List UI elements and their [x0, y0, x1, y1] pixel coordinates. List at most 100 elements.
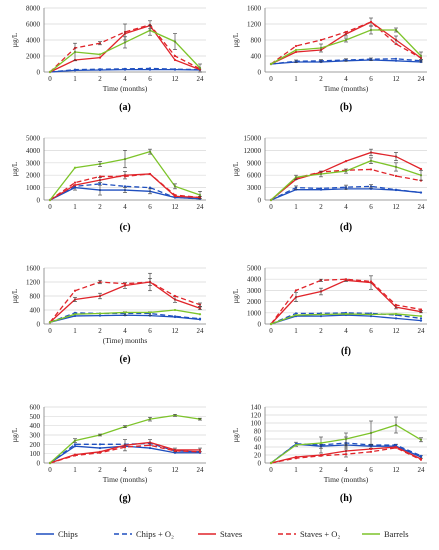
x-tick-label: 1: [73, 327, 77, 335]
y-tick-label: 12000: [244, 147, 262, 155]
x-tick-label: 1: [294, 75, 298, 83]
data-point-barrels: [319, 441, 323, 445]
y-tick-label: 100: [30, 450, 41, 458]
legend-label: Chips + O₂: [136, 529, 174, 539]
data-point-barrels: [269, 461, 273, 465]
series-barrels: [48, 148, 202, 202]
x-tick-label: 6: [369, 466, 373, 474]
series-line-stavesO2: [270, 168, 422, 201]
x-tick-label: 4: [344, 203, 348, 211]
x-tick-label: 24: [197, 466, 205, 474]
x-tick-label: 12: [172, 466, 180, 474]
data-point-chipsO2: [148, 186, 152, 189]
data-point-barrels: [173, 308, 177, 312]
data-point-chipsO2: [98, 182, 102, 185]
data-point-chips: [148, 446, 152, 450]
data-point-chipsO2: [173, 315, 177, 318]
x-tick-label: 6: [148, 327, 152, 335]
data-point-barrels: [48, 198, 52, 202]
y-axis-label: µg/L: [231, 427, 240, 442]
x-tick-label: 4: [123, 75, 127, 83]
series-barrels: [48, 25, 202, 74]
data-point-staves: [344, 160, 348, 163]
data-point-chips: [319, 315, 323, 318]
data-point-stavesO2: [173, 449, 177, 452]
data-point-barrels: [294, 313, 298, 317]
x-tick-label: 6: [369, 327, 373, 335]
y-tick-label: 0: [37, 69, 41, 77]
y-axis-label: µg/L: [10, 32, 19, 47]
data-point-stavesO2: [173, 294, 177, 298]
data-point-stavesO2: [319, 38, 323, 42]
y-tick-label: 800: [30, 293, 41, 301]
data-point-barrels: [344, 312, 348, 316]
data-point-stavesO2: [344, 278, 348, 281]
y-tick-label: 1600: [26, 265, 41, 273]
data-point-barrels: [198, 313, 202, 316]
data-point-chipsO2: [148, 67, 152, 70]
x-tick-label: 0: [269, 466, 273, 474]
legend: Chips Chips + O₂ Staves Staves + O₂ Barrels: [36, 529, 409, 539]
panel-label: (b): [340, 102, 352, 113]
y-tick-label: 80: [254, 428, 262, 436]
data-point-staves: [369, 447, 373, 451]
x-axis-label: Time (months): [324, 84, 369, 93]
y-axis-label: µg/L: [10, 288, 19, 303]
data-point-stavesO2: [148, 444, 152, 447]
x-tick-label: 24: [197, 327, 205, 335]
x-tick-label: 4: [123, 327, 127, 335]
x-tick-label: 0: [48, 327, 52, 335]
data-point-stavesO2: [98, 451, 102, 454]
data-point-stavesO2: [369, 168, 373, 171]
data-point-staves: [173, 58, 177, 62]
panel-label: (c): [119, 222, 130, 233]
data-point-chipsO2: [394, 57, 398, 60]
legend-label: Staves: [220, 529, 242, 539]
data-point-stavesO2: [198, 450, 202, 453]
data-point-chips: [173, 451, 177, 454]
x-tick-label: 0: [269, 75, 273, 83]
y-tick-label: 0: [37, 197, 41, 205]
x-tick-label: 4: [344, 327, 348, 335]
x-axis-label: Time (months): [103, 84, 148, 93]
x-tick-label: 6: [148, 466, 152, 474]
data-point-stavesO2: [123, 175, 127, 178]
y-tick-label: 600: [30, 404, 41, 412]
data-point-barrels: [48, 70, 52, 74]
data-point-stavesO2: [98, 175, 102, 178]
data-point-chipsO2: [123, 67, 127, 70]
y-tick-label: 0: [258, 460, 262, 468]
x-tick-label: 4: [344, 75, 348, 83]
x-tick-label: 1: [294, 203, 298, 211]
panel-label: (d): [340, 222, 352, 233]
legend-item-chips: Chips: [36, 529, 78, 539]
data-point-chips: [369, 315, 373, 318]
legend-label: Chips: [58, 529, 78, 539]
legend-item-stavesO2: Staves + O₂: [278, 529, 340, 539]
y-tick-label: 8000: [26, 5, 41, 13]
legend-item-chipsO2: Chips + O₂: [114, 529, 174, 539]
x-tick-label: 0: [269, 327, 273, 335]
y-tick-label: 6000: [247, 172, 262, 180]
y-tick-label: 0: [258, 69, 262, 77]
x-tick-label: 24: [418, 466, 426, 474]
y-tick-label: 100: [251, 420, 262, 428]
x-tick-label: 12: [393, 75, 401, 83]
data-point-stavesO2: [394, 303, 398, 307]
x-tick-label: 12: [172, 203, 180, 211]
data-point-chipsO2: [294, 312, 298, 315]
data-point-stavesO2: [369, 20, 373, 24]
data-point-staves: [98, 56, 102, 59]
x-tick-label: 6: [369, 75, 373, 83]
data-point-stavesO2: [73, 289, 77, 292]
data-point-stavesO2: [369, 280, 373, 283]
data-point-stavesO2: [394, 42, 398, 46]
y-tick-label: 40: [254, 444, 262, 452]
x-axis-label: Time (months): [324, 475, 369, 484]
x-tick-label: 0: [269, 203, 273, 211]
x-tick-label: 24: [418, 203, 426, 211]
y-tick-label: 3000: [247, 184, 262, 192]
